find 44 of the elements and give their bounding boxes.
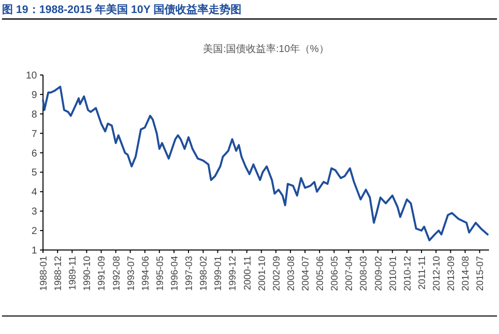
x-tick-label: 2007-04: [344, 256, 356, 291]
x-tick-label: 1999-01: [213, 256, 224, 291]
x-tick-label: 2009-02: [373, 256, 384, 291]
y-tick-label: 6: [31, 148, 38, 160]
x-tick-label: 1990-10: [82, 256, 94, 291]
x-tick-label: 1997-03: [184, 256, 196, 291]
x-tick-label: 2000-11: [242, 256, 254, 290]
x-tick-label: 2002-09: [271, 256, 282, 291]
x-tick-label: 2008-03: [358, 256, 370, 291]
x-tick-label: 1999-12: [228, 256, 239, 291]
x-tick-label: 1988-12: [53, 256, 64, 291]
x-tick-label: 1995-05: [154, 256, 166, 291]
y-tick-label: 4: [31, 187, 38, 198]
x-tick-label: 1991-09: [96, 256, 108, 291]
x-tick-label: 2001-10: [256, 256, 268, 291]
y-tick-label: 5: [31, 168, 38, 179]
x-tick-label: 2004-07: [300, 256, 312, 291]
line-series: [42, 86, 489, 242]
x-tick-label: 2010-01: [388, 256, 399, 291]
chart-subtitle: 美国:国债收益率:10年（%）: [203, 43, 329, 55]
x-tick-label: 2006-05: [330, 256, 341, 291]
x-tick-label: 2015-07: [475, 256, 486, 291]
y-tick-label: 3: [31, 206, 38, 218]
y-tick-label: 9: [31, 90, 38, 101]
x-tick-label: 2005-06: [315, 256, 326, 291]
x-tick-label: 2013-09: [446, 256, 458, 291]
x-tick-label: 2010-12: [402, 256, 414, 291]
y-tick-label: 10: [26, 70, 38, 82]
x-tick-label: 2003-08: [286, 256, 297, 291]
x-tick-label: 1993-07: [126, 256, 137, 291]
x-tick-label: 2011-11: [416, 256, 428, 290]
x-tick-label: 2014-08: [460, 256, 472, 291]
y-tick-label: 2: [31, 226, 38, 238]
x-tick-label: 1994-06: [140, 256, 152, 291]
chart-title: 图 19：1988-2015 年美国 10Y 国债收益率走势图: [2, 3, 242, 16]
x-tick-label: 1996-04: [170, 256, 180, 291]
x-tick-label: 2012-10: [432, 256, 443, 291]
y-tick-label: 1: [31, 246, 38, 256]
x-tick-label: 1998-02: [198, 256, 210, 291]
y-tick-label: 8: [31, 109, 38, 120]
x-tick-label: 1989-11: [68, 256, 79, 290]
x-tick-label: 1988-01: [38, 256, 50, 291]
x-tick-label: 1992-08: [111, 256, 122, 291]
y-tick-label: 7: [31, 128, 38, 140]
